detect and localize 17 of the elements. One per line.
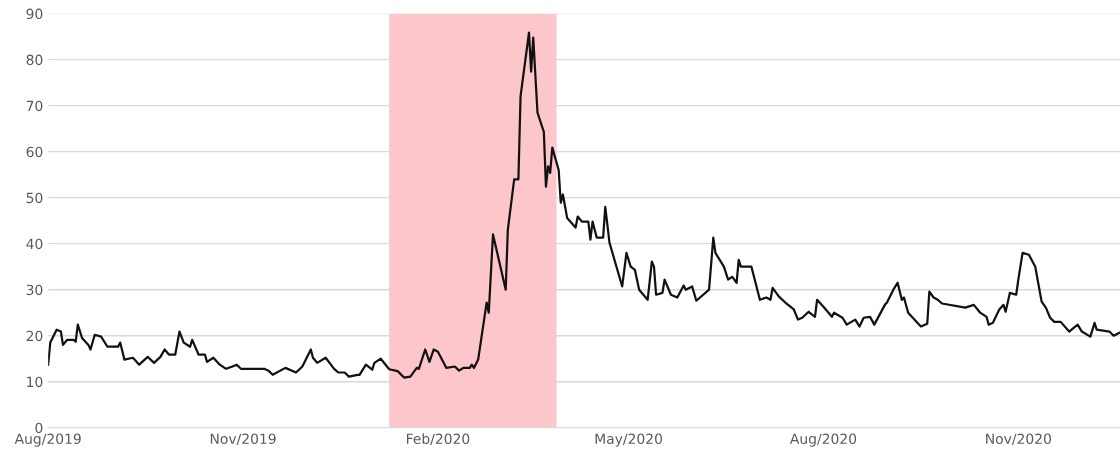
y-tick-label: 40 xyxy=(26,238,43,250)
y-tick-label: 30 xyxy=(26,284,43,296)
y-tick-label: 70 xyxy=(26,100,43,112)
x-tick-label: Aug/2019 xyxy=(14,433,81,447)
y-tick-label: 60 xyxy=(26,146,43,158)
x-tick-label: Nov/2020 xyxy=(986,433,1051,446)
y-tick-label: 0 xyxy=(35,422,43,434)
x-tick-label: Aug/2020 xyxy=(789,433,857,447)
line-series xyxy=(48,31,1120,379)
x-tick-label: Nov/2019 xyxy=(210,433,276,446)
x-tick-label: Feb/2020 xyxy=(406,433,470,446)
y-tick-label: 50 xyxy=(26,192,43,204)
y-tick-label: 20 xyxy=(26,330,43,342)
y-tick-label: 90 xyxy=(26,8,43,20)
y-tick-label: 10 xyxy=(27,376,43,388)
x-tick-label: May/2020 xyxy=(595,433,663,447)
y-tick-label: 80 xyxy=(26,54,43,66)
